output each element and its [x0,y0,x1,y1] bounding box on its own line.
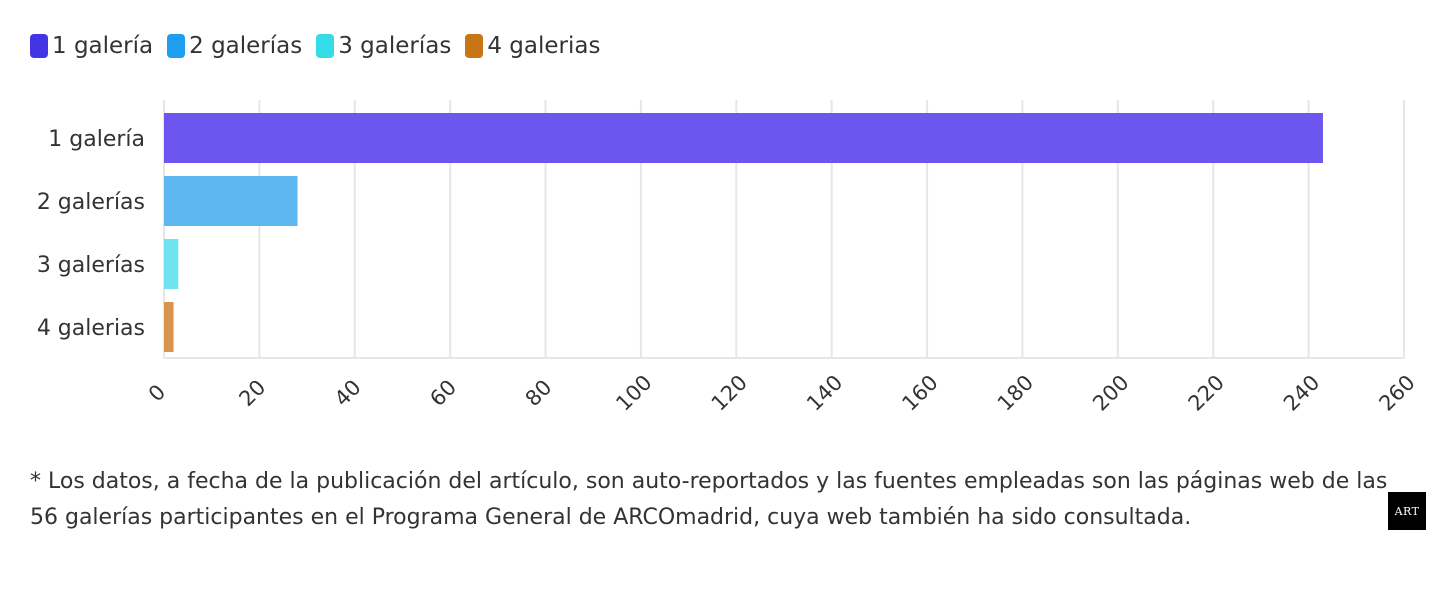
legend-item-3-galerias: 3 galerías [316,33,451,59]
x-tick-label-140: 140 [802,370,847,415]
x-tick-label-20: 20 [234,375,270,411]
bar-3 [164,239,179,289]
x-tick-label-160: 160 [897,370,942,415]
chart-legend: 1 galería 2 galerías 3 galerías 4 galeri… [30,33,614,59]
bar-chart: 1 galería 2 galerías 3 galerías 4 galerias 0… [37,100,1420,416]
category-label-4: 4 galerias [37,316,145,341]
category-label-3: 3 galerías [37,253,145,278]
x-tick-label-60: 60 [425,375,461,411]
x-tick-label-260: 260 [1374,370,1419,415]
legend-swatch-4-galerias [465,34,484,58]
bar-1 [164,113,1323,163]
x-tick-label-100: 100 [611,370,656,415]
x-tick-label-0: 0 [144,380,170,406]
legend-item-2-galerias: 2 galerías [167,33,302,59]
x-tick-label-200: 200 [1088,370,1133,415]
bar-2 [164,176,298,226]
x-tick-label-40: 40 [330,375,366,411]
x-tick-label-180: 180 [993,370,1038,415]
x-tick-label-240: 240 [1279,370,1324,415]
legend-swatch-3-galerias [316,34,335,58]
legend-item-1-galeria: 1 galería [30,33,153,59]
x-tick-label-220: 220 [1184,370,1229,415]
legend-label-4-galerias: 4 galerias [487,33,601,59]
bar-4 [164,302,174,352]
legend-swatch-1-galeria [30,34,48,58]
legend-label-2-galerias: 2 galerías [189,33,303,59]
x-tick-label-120: 120 [707,370,752,415]
category-label-2: 2 galerías [37,190,145,215]
legend-label-1-galeria: 1 galería [52,33,154,59]
art-logo: ART [1388,492,1426,530]
category-label-1: 1 galería [48,127,145,152]
x-tick-label-80: 80 [521,375,557,411]
legend-item-4-galerias: 4 galerias [465,33,600,59]
legend-label-3-galerias: 3 galerías [338,33,452,59]
footnote: * Los datos, a fecha de la publicación d… [30,469,1388,530]
legend-swatch-2-galerias [167,34,186,58]
